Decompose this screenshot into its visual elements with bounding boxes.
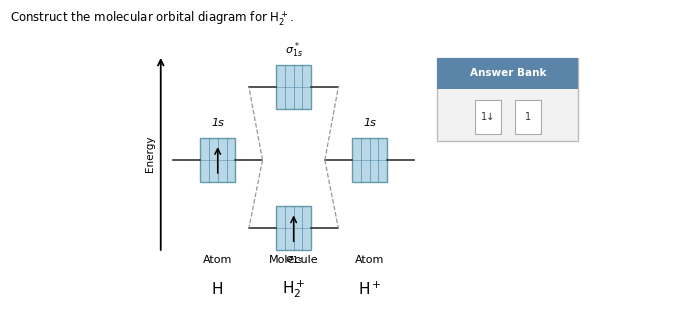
Text: 1s: 1s [363,118,376,128]
Text: Molecule: Molecule [269,255,318,265]
Bar [514,100,541,134]
Text: $\mathrm{H^+}$: $\mathrm{H^+}$ [358,281,382,298]
Text: Answer Bank: Answer Bank [470,68,546,78]
Text: Atom: Atom [203,255,232,265]
Bar [276,206,312,250]
Text: 1s: 1s [211,118,224,128]
Text: $\mathrm{H_2^+}$: $\mathrm{H_2^+}$ [282,279,305,300]
Bar [438,58,578,140]
Text: 1: 1 [525,113,531,122]
Text: Energy: Energy [146,136,155,172]
Bar [200,138,235,182]
Bar [276,65,312,109]
Text: $\sigma_{1s}$: $\sigma_{1s}$ [285,254,302,266]
Bar [475,100,501,134]
Bar [352,138,387,182]
Text: H: H [212,282,223,297]
Text: $\sigma^*_{1s}$: $\sigma^*_{1s}$ [285,40,302,60]
Text: 1↓: 1↓ [481,113,496,122]
Text: Construct the molecular orbital diagram for $\mathrm{H_2^+}$.: Construct the molecular orbital diagram … [10,10,294,28]
Bar [438,58,578,89]
Text: Atom: Atom [355,255,384,265]
